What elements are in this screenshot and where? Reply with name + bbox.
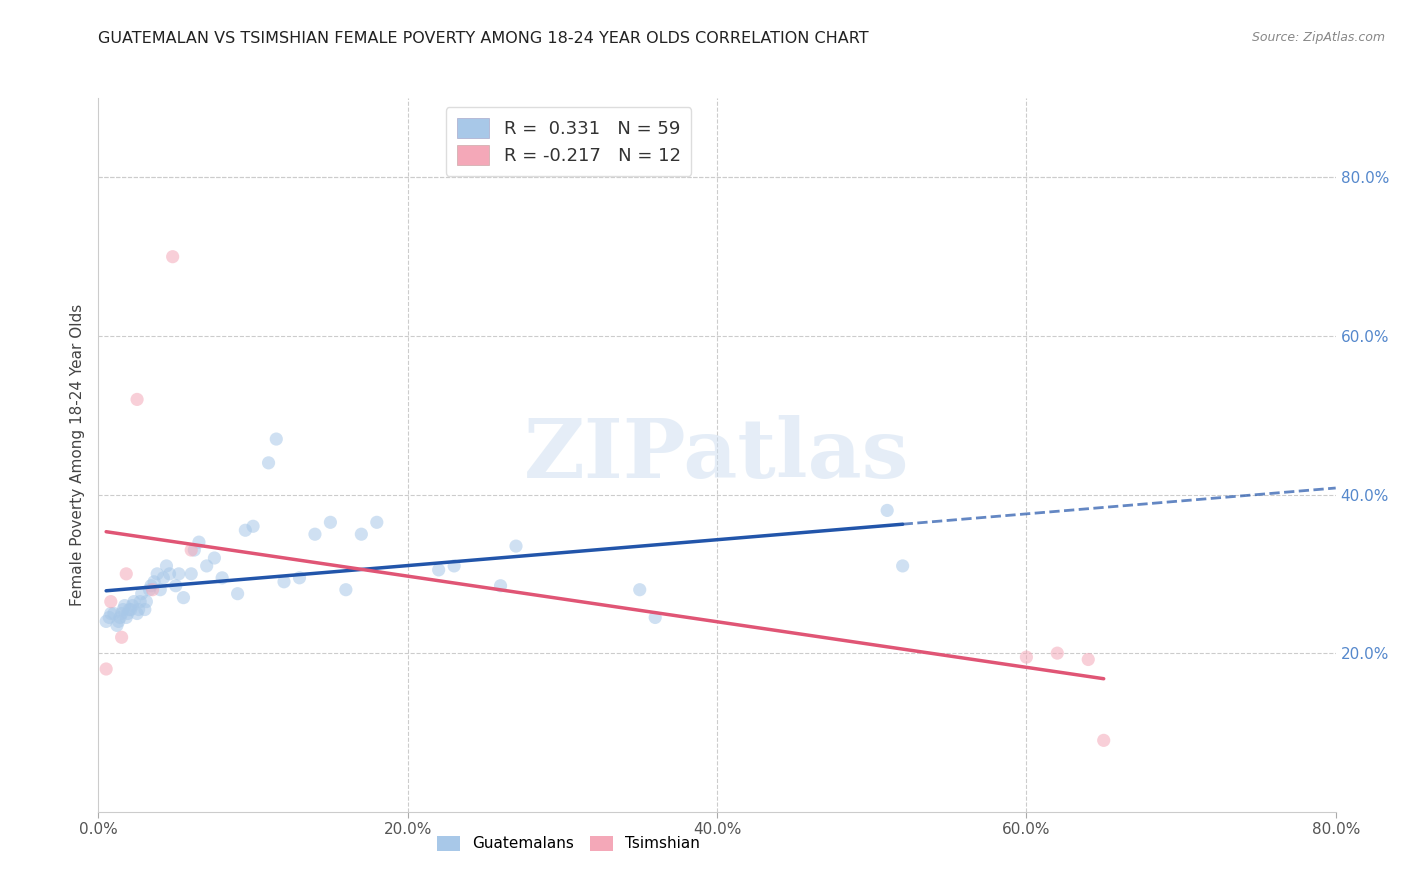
Point bbox=[628, 582, 651, 597]
Point bbox=[100, 607, 122, 621]
Point bbox=[211, 571, 233, 585]
Point bbox=[273, 574, 295, 589]
Point bbox=[188, 535, 211, 549]
Point bbox=[138, 582, 160, 597]
Point bbox=[876, 503, 898, 517]
Point bbox=[129, 594, 152, 608]
Point bbox=[111, 607, 134, 621]
Point bbox=[122, 594, 145, 608]
Point bbox=[131, 587, 153, 601]
Text: GUATEMALAN VS TSIMSHIAN FEMALE POVERTY AMONG 18-24 YEAR OLDS CORRELATION CHART: GUATEMALAN VS TSIMSHIAN FEMALE POVERTY A… bbox=[98, 31, 869, 46]
Point bbox=[111, 630, 134, 644]
Point bbox=[155, 558, 177, 573]
Point bbox=[304, 527, 326, 541]
Point bbox=[107, 615, 129, 629]
Point bbox=[105, 618, 128, 632]
Point bbox=[180, 543, 202, 558]
Point bbox=[112, 602, 135, 616]
Point bbox=[204, 551, 226, 566]
Point bbox=[103, 607, 125, 621]
Point bbox=[319, 516, 342, 530]
Point bbox=[135, 594, 157, 608]
Point bbox=[226, 587, 249, 601]
Point bbox=[1015, 650, 1038, 665]
Point bbox=[100, 594, 122, 608]
Point bbox=[121, 599, 143, 613]
Point bbox=[266, 432, 288, 446]
Point bbox=[143, 574, 166, 589]
Point bbox=[1046, 646, 1069, 660]
Point bbox=[288, 571, 311, 585]
Point bbox=[108, 610, 131, 624]
Legend: Guatemalans, Tsimshian: Guatemalans, Tsimshian bbox=[432, 830, 706, 857]
Point bbox=[120, 602, 142, 616]
Point bbox=[257, 456, 280, 470]
Point bbox=[644, 610, 666, 624]
Point bbox=[350, 527, 373, 541]
Point bbox=[127, 607, 149, 621]
Text: ZIPatlas: ZIPatlas bbox=[524, 415, 910, 495]
Point bbox=[1077, 652, 1099, 666]
Point bbox=[1092, 733, 1115, 747]
Point bbox=[96, 615, 118, 629]
Point bbox=[127, 392, 149, 407]
Point bbox=[427, 563, 450, 577]
Point bbox=[114, 599, 136, 613]
Point bbox=[115, 610, 138, 624]
Point bbox=[146, 566, 169, 581]
Point bbox=[443, 558, 465, 573]
Point bbox=[505, 539, 527, 553]
Point bbox=[159, 566, 181, 581]
Point bbox=[235, 523, 257, 537]
Point bbox=[118, 602, 141, 616]
Point bbox=[115, 566, 138, 581]
Point bbox=[167, 566, 190, 581]
Point bbox=[134, 602, 156, 616]
Text: Source: ZipAtlas.com: Source: ZipAtlas.com bbox=[1251, 31, 1385, 45]
Point bbox=[180, 566, 202, 581]
Point bbox=[152, 571, 174, 585]
Y-axis label: Female Poverty Among 18-24 Year Olds: Female Poverty Among 18-24 Year Olds bbox=[69, 304, 84, 606]
Point bbox=[98, 610, 121, 624]
Point bbox=[128, 602, 150, 616]
Point bbox=[891, 558, 914, 573]
Point bbox=[162, 250, 184, 264]
Point bbox=[489, 579, 512, 593]
Point bbox=[183, 543, 205, 558]
Point bbox=[139, 579, 162, 593]
Point bbox=[366, 516, 388, 530]
Point bbox=[195, 558, 218, 573]
Point bbox=[149, 582, 172, 597]
Point bbox=[335, 582, 357, 597]
Point bbox=[96, 662, 118, 676]
Point bbox=[165, 579, 187, 593]
Point bbox=[117, 607, 139, 621]
Point bbox=[173, 591, 195, 605]
Point bbox=[142, 582, 165, 597]
Point bbox=[242, 519, 264, 533]
